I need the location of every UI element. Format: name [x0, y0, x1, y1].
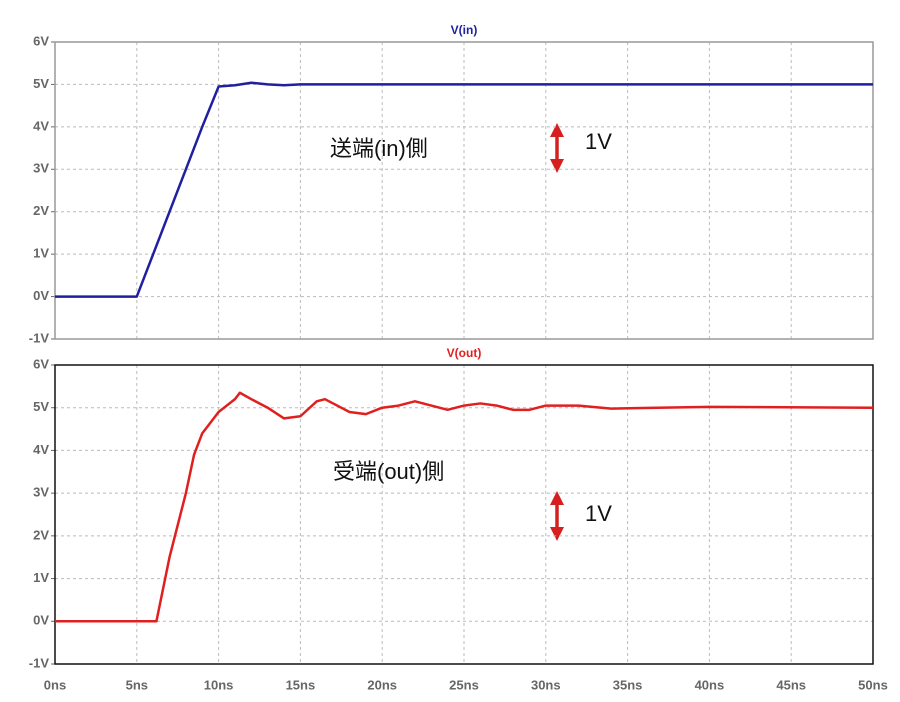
- y-tick-label: 1V: [33, 246, 49, 261]
- y-tick-label: 4V: [33, 118, 49, 133]
- data-line: [55, 391, 874, 623]
- x-tick-label: 5ns: [126, 677, 148, 692]
- y-tick-label: 4V: [33, 442, 49, 457]
- y-tick-label: 1V: [33, 570, 49, 585]
- y-tick-label: 5V: [33, 399, 49, 414]
- annotation: 送端(in)側: [330, 136, 428, 161]
- plot-frame: [54, 41, 874, 340]
- x-tick-label: 30ns: [531, 677, 561, 692]
- y-tick-label: 5V: [33, 76, 49, 91]
- x-tick-label: 15ns: [286, 677, 316, 692]
- x-tick-label: 20ns: [367, 677, 397, 692]
- y-tick-label: 2V: [33, 527, 49, 542]
- plot-frame: [54, 364, 874, 665]
- y-tick-label: 6V: [33, 33, 49, 48]
- x-tick-label: 40ns: [695, 677, 725, 692]
- data-line: [55, 81, 873, 298]
- annotation: 1V: [585, 501, 612, 526]
- annotation: 受端(out)側: [333, 459, 444, 484]
- y-tick-label: 2V: [33, 203, 49, 218]
- x-tick-label: 45ns: [776, 677, 806, 692]
- y-tick-label: 3V: [33, 161, 49, 176]
- annotation: 1V: [585, 129, 612, 154]
- legend-label: V(in): [451, 23, 478, 37]
- x-tick-label: 50ns: [858, 677, 888, 692]
- x-tick-label: 0ns: [44, 677, 66, 692]
- x-tick-label: 25ns: [449, 677, 479, 692]
- legend-label: V(out): [447, 346, 482, 360]
- y-tick-label: 6V: [33, 356, 49, 371]
- y-tick-label: 0V: [33, 613, 49, 628]
- x-tick-label: 35ns: [613, 677, 643, 692]
- y-tick-label: -1V: [29, 655, 50, 670]
- x-tick-label: 10ns: [204, 677, 234, 692]
- y-tick-label: 3V: [33, 485, 49, 500]
- y-tick-label: -1V: [29, 330, 50, 345]
- y-tick-label: 0V: [33, 288, 49, 303]
